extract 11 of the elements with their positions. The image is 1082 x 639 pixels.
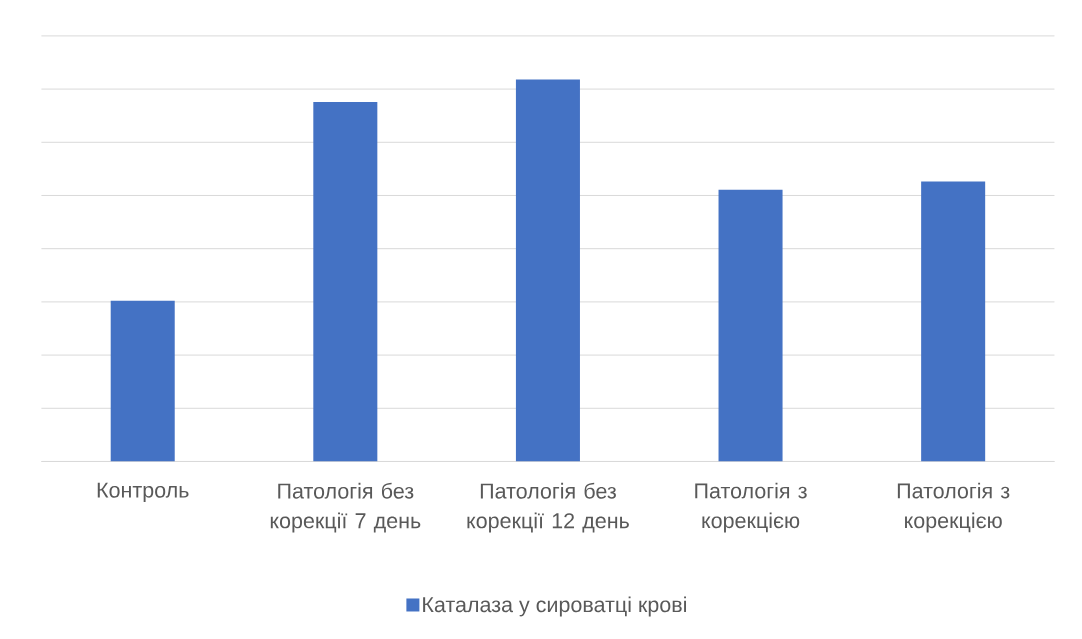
bar	[515, 79, 580, 462]
x-tick-label: Патологія без корекції 7 день	[270, 482, 421, 533]
x-tick-label: Контроль	[97, 482, 189, 502]
x-tick-label: Патологія з корекцією	[695, 482, 807, 533]
bar	[921, 181, 986, 462]
x-tick-label: Патологія з корекцією	[897, 482, 1010, 533]
bar	[313, 101, 378, 462]
bar	[718, 189, 783, 462]
x-tick-label: Патологія без корекції 12 день	[467, 482, 629, 533]
legend-label: Каталаза у сироватці крові	[423, 596, 686, 617]
bar	[110, 300, 175, 462]
